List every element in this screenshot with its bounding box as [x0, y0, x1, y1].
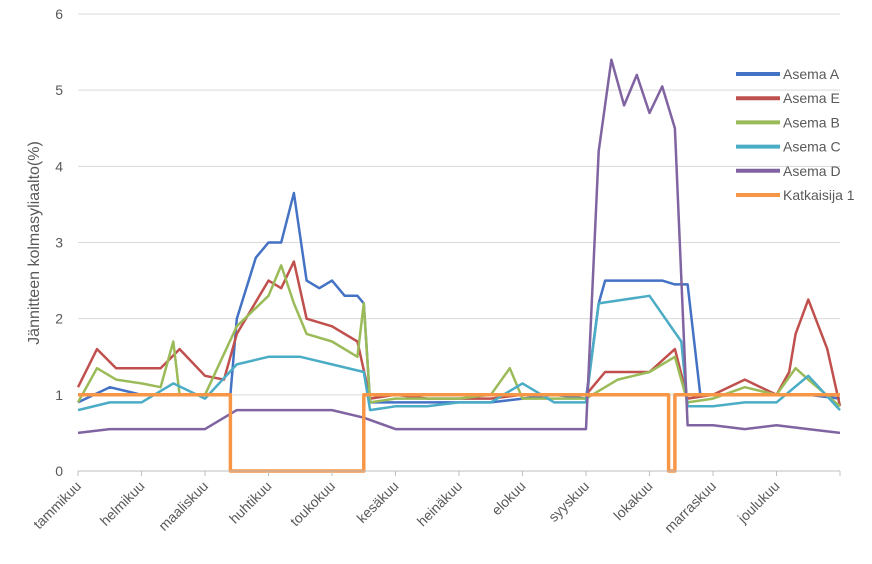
y-tick-label: 3 — [55, 235, 63, 251]
series-line-6 — [78, 393, 840, 473]
x-tick-label: kesäkuu — [353, 478, 401, 526]
x-tick-label: tammikuu — [30, 478, 84, 532]
series-line-5 — [77, 58, 841, 435]
series-line-2 — [76, 260, 842, 407]
legend-label: Asema C — [783, 139, 841, 155]
x-tick-label: helmikuu — [97, 478, 148, 529]
legend-label: Asema B — [783, 114, 840, 130]
legend-label: Asema E — [783, 90, 840, 106]
series-line-4 — [77, 294, 841, 412]
y-tick-label: 2 — [55, 311, 63, 327]
x-tick-label: lokakuu — [610, 478, 655, 523]
legend-label: Asema D — [783, 163, 841, 179]
x-tick-label: joulukuu — [734, 478, 783, 527]
x-tick-label: marraskuu — [661, 478, 719, 536]
series-line-1 — [77, 191, 841, 404]
x-tick-label: heinäkuu — [414, 478, 465, 529]
legend-label: Asema A — [783, 66, 840, 82]
y-tick-label: 4 — [55, 158, 63, 174]
x-tick-label: maaliskuu — [155, 478, 211, 534]
legend: Asema A Asema E Asema B Asema C Asema D Katka… — [736, 66, 855, 203]
y-tick-label: 5 — [55, 82, 63, 98]
plot-area — [76, 58, 842, 473]
x-tick-label: huhtikuu — [226, 478, 275, 527]
y-axis-label: Jännitteen kolmasyliaalto(%) — [26, 141, 43, 345]
series-line-3 — [76, 264, 841, 408]
x-tick-label: syyskuu — [545, 478, 592, 525]
x-tick-label: toukokuu — [287, 478, 338, 529]
gridlines — [78, 13, 840, 396]
y-tick-label: 1 — [55, 387, 63, 403]
y-tick-label: 6 — [55, 6, 63, 22]
legend-label: Katkaisija 1 — [783, 187, 855, 203]
axes: 0 1 2 3 4 5 6 tammikuu helmikuu maaliskuu huhtikuu… — [30, 6, 841, 536]
x-tick-label: elokuu — [488, 478, 528, 518]
y-tick-label: 0 — [55, 463, 63, 479]
